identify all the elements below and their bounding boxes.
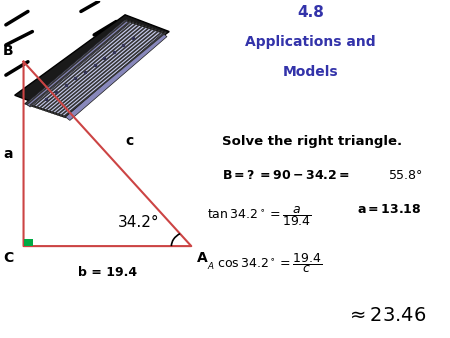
Text: 4.8: 4.8 [297, 5, 324, 20]
Text: Solve the right triangle.: Solve the right triangle. [222, 136, 402, 148]
Text: Applications and: Applications and [245, 35, 376, 49]
Polygon shape [26, 20, 130, 107]
Bar [23, 239, 33, 246]
Polygon shape [65, 33, 167, 120]
Text: $\mathbf{B = ?\; = 90 - 34.2 =}$: $\mathbf{B = ?\; = 90 - 34.2 =}$ [222, 169, 350, 182]
Text: Models: Models [283, 65, 338, 79]
Text: C: C [3, 251, 13, 265]
Polygon shape [26, 20, 165, 117]
Polygon shape [15, 15, 169, 112]
Text: $\tan 34.2^\circ = \dfrac{a}{19.4}$: $\tan 34.2^\circ = \dfrac{a}{19.4}$ [207, 204, 311, 228]
Text: B: B [3, 44, 14, 58]
Text: c: c [126, 134, 134, 147]
Text: $55.8°$: $55.8°$ [388, 169, 422, 182]
Text: a: a [3, 147, 13, 161]
Text: 34.2°: 34.2° [117, 215, 159, 230]
Text: b = 19.4: b = 19.4 [78, 266, 137, 279]
Text: $\mathbf{a = 13.18}$: $\mathbf{a = 13.18}$ [357, 202, 421, 216]
Text: $\approx 23.46$: $\approx 23.46$ [346, 307, 426, 325]
Text: A: A [197, 251, 208, 265]
Text: $_A\;\cos 34.2^\circ = \dfrac{19.4}{c}$: $_A\;\cos 34.2^\circ = \dfrac{19.4}{c}$ [207, 251, 322, 275]
